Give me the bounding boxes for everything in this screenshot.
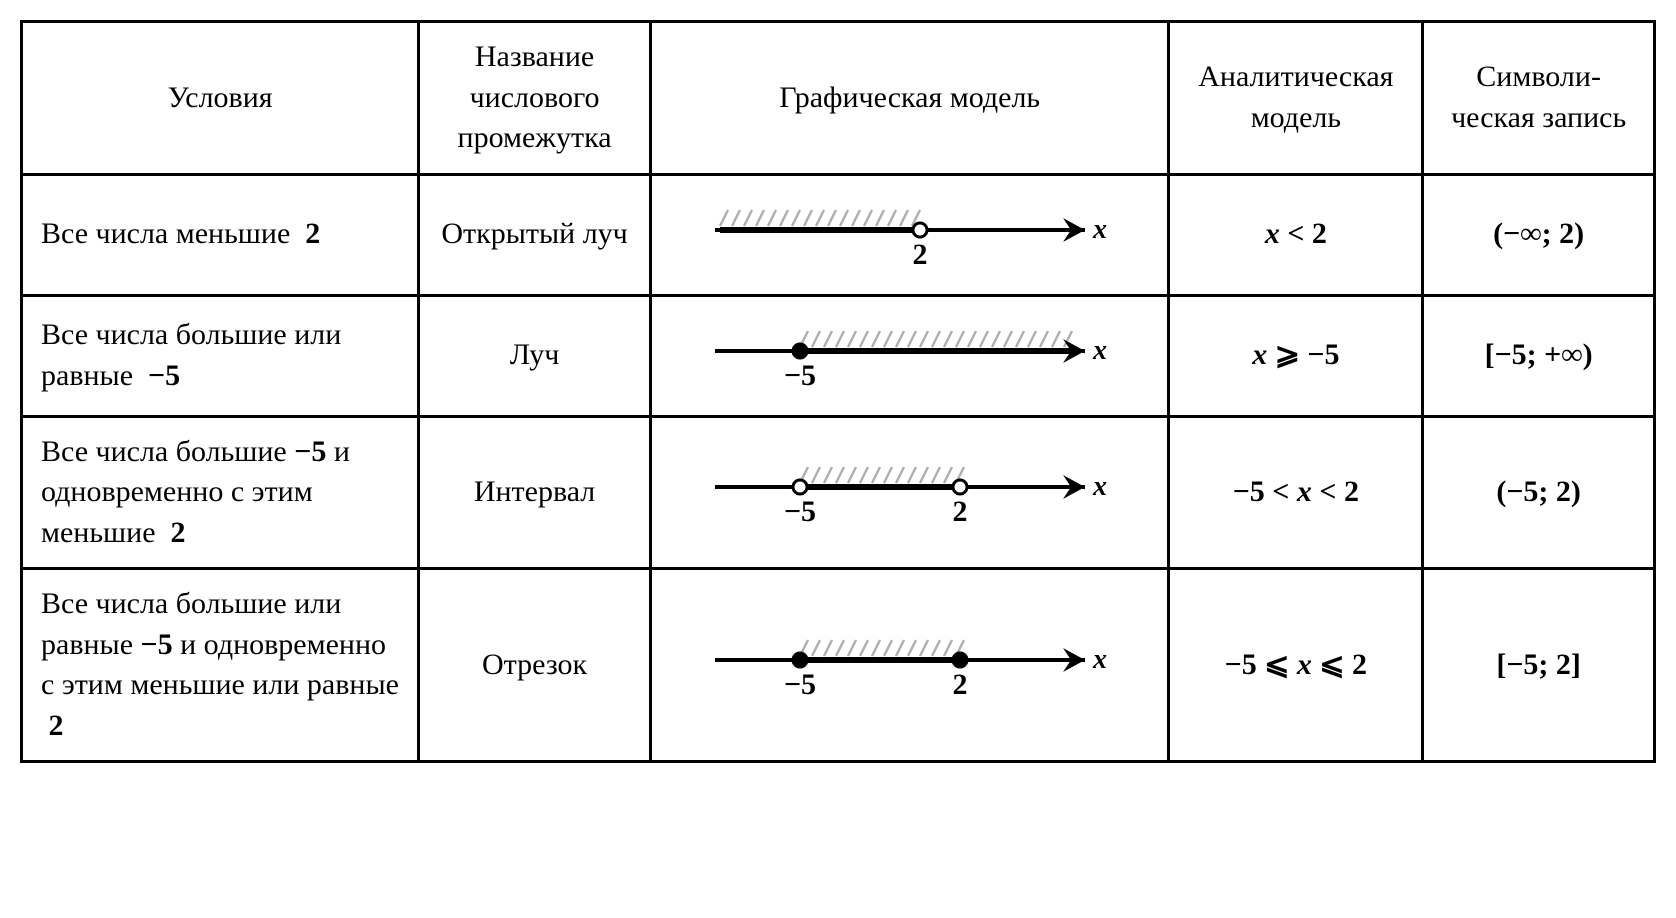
cell-graph: x −5 2 xyxy=(650,416,1169,569)
header-conditions: Условия xyxy=(22,22,419,175)
svg-text:x: x xyxy=(1092,214,1107,245)
cell-conditions: Все числа большие или равные −5 xyxy=(22,295,419,416)
cell-graph: x −5 xyxy=(650,295,1169,416)
svg-text:x: x xyxy=(1092,644,1107,675)
table-body: Все числа меньшие 2Открытый лучx2x < 2(−… xyxy=(22,174,1655,762)
cell-name: Открытый луч xyxy=(419,174,651,295)
number-line-graphic: x −5 2 xyxy=(700,620,1120,710)
cell-analytic: −5 < x < 2 xyxy=(1169,416,1423,569)
table-row: Все числа большие или равные −5 и одно­в… xyxy=(22,569,1655,762)
header-symbolic: Символи­ческая запись xyxy=(1423,22,1655,175)
cell-conditions: Все числа меньшие 2 xyxy=(22,174,419,295)
header-name: Название числового промежутка xyxy=(419,22,651,175)
svg-text:x: x xyxy=(1092,471,1107,502)
svg-text:−5: −5 xyxy=(784,668,816,701)
svg-text:2: 2 xyxy=(952,668,967,701)
intervals-table: Условия Название числового промежутка Гр… xyxy=(20,20,1656,763)
svg-text:2: 2 xyxy=(952,495,967,528)
table-row: Все числа большие −5 и одновременно с эт… xyxy=(22,416,1655,569)
svg-text:−5: −5 xyxy=(784,495,816,528)
cell-name: Луч xyxy=(419,295,651,416)
svg-text:−5: −5 xyxy=(784,359,816,392)
table-row: Все числа меньшие 2Открытый лучx2x < 2(−… xyxy=(22,174,1655,295)
cell-analytic: x ⩾ −5 xyxy=(1169,295,1423,416)
cell-symbolic: (−∞; 2) xyxy=(1423,174,1655,295)
svg-text:2: 2 xyxy=(912,238,927,271)
cell-name: Отрезок xyxy=(419,569,651,762)
cell-graph: x2 xyxy=(650,174,1169,295)
header-graph: Графическая модель xyxy=(650,22,1169,175)
cell-analytic: −5 ⩽ x ⩽ 2 xyxy=(1169,569,1423,762)
cell-symbolic: (−5; 2) xyxy=(1423,416,1655,569)
header-analytic: Аналити­ческая модель xyxy=(1169,22,1423,175)
cell-conditions: Все числа большие −5 и одновременно с эт… xyxy=(22,416,419,569)
cell-symbolic: [−5; +∞) xyxy=(1423,295,1655,416)
number-line-graphic: x2 xyxy=(700,190,1120,280)
number-line-graphic: x −5 2 xyxy=(700,447,1120,537)
cell-name: Интервал xyxy=(419,416,651,569)
cell-graph: x −5 2 xyxy=(650,569,1169,762)
cell-symbolic: [−5; 2] xyxy=(1423,569,1655,762)
svg-text:x: x xyxy=(1092,335,1107,366)
table-header-row: Условия Название числового промежутка Гр… xyxy=(22,22,1655,175)
cell-conditions: Все числа большие или равные −5 и одно­в… xyxy=(22,569,419,762)
cell-analytic: x < 2 xyxy=(1169,174,1423,295)
number-line-graphic: x −5 xyxy=(700,311,1120,401)
table-row: Все числа большие или равные −5Луч x −5 x ⩾… xyxy=(22,295,1655,416)
